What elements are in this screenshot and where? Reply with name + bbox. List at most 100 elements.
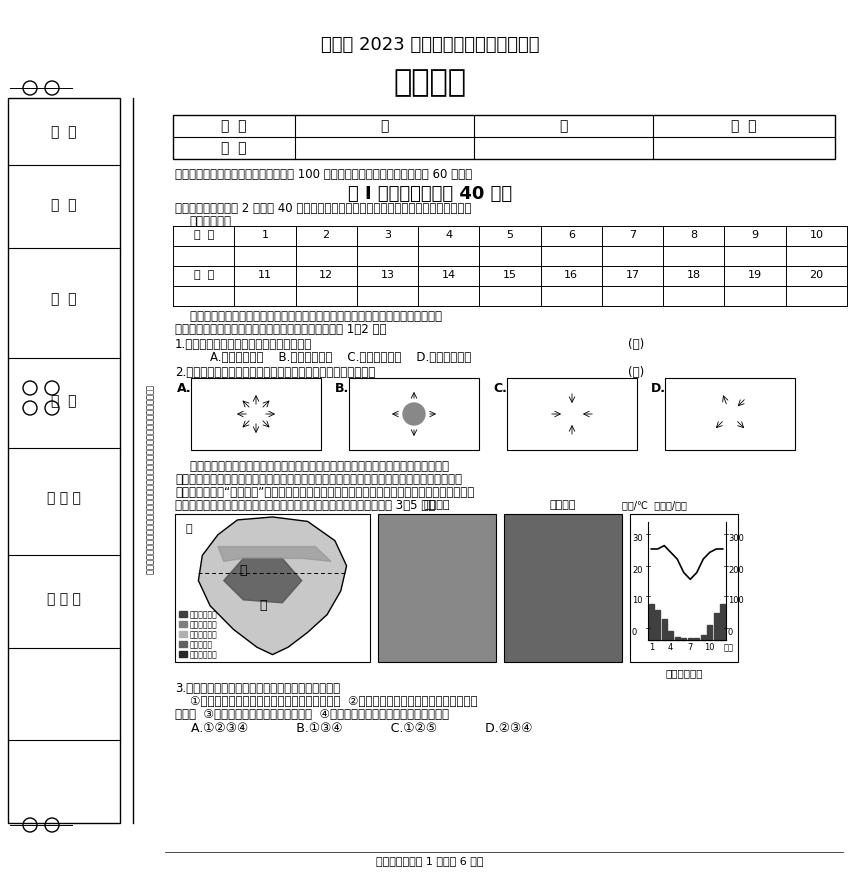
Text: 月份: 月份 [724,643,734,652]
Text: 地中海气候: 地中海气候 [190,640,213,649]
Bar [630,514,738,662]
Text: D.: D. [651,382,666,395]
Text: 气温/℃  降水量/毫米: 气温/℃ 降水量/毫米 [622,500,687,510]
Text: 猴面包树是非洲大陆常见的热带落叶乔木。湿季时，利用自己粗大的身躯和松软的木: 猴面包树是非洲大陆常见的热带落叶乔木。湿季时，利用自己粗大的身躯和松软的木 [175,460,449,473]
Text: 100: 100 [728,597,744,605]
Text: 4: 4 [445,230,452,240]
Bar [191,378,321,450]
Text: 15: 15 [503,270,517,280]
Text: 14: 14 [442,270,456,280]
Text: 10: 10 [809,230,823,240]
Text: 温少雨  ③猴面包树能适应高温干旱的环境  ④猴面树可为非洲人提供食物和淡水资源: 温少雨 ③猴面包树能适应高温干旱的环境 ④猴面树可为非洲人提供食物和淡水资源 [175,708,449,721]
Text: 热带雨林气候: 热带雨林气候 [190,610,218,619]
Text: 龙山县 2023 年春季七年级期末质量检测: 龙山县 2023 年春季七年级期末质量检测 [321,36,539,54]
Text: 乙: 乙 [239,564,247,576]
Text: 8: 8 [691,230,697,240]
Text: A.①②③④            B.①③④            C.①②⑤            D.②③④: A.①②③④ B.①③④ C.①②⑤ D.②③④ [175,722,532,735]
Text: 一、选择题（每小题 2 分，共 40 分。每小题只有一个正确答案，请将正确答案序号填入下: 一、选择题（每小题 2 分，共 40 分。每小题只有一个正确答案，请将正确答案序… [175,202,471,215]
Text: 表对应位置）: 表对应位置） [189,215,231,228]
Bar [649,604,654,640]
Text: 7: 7 [687,643,693,652]
Text: 题  号: 题 号 [222,119,247,133]
Text: 考 室 号: 考 室 号 [47,491,81,505]
Text: 16: 16 [564,270,578,280]
Text: 0: 0 [728,628,734,637]
Bar [179,651,187,657]
Text: 座 位 号: 座 位 号 [47,592,81,606]
Text: 1: 1 [648,643,654,652]
Bar [675,637,679,640]
Text: 200: 200 [728,566,744,575]
Bar [688,639,692,640]
Text: C.: C. [493,382,507,395]
Bar [179,631,187,637]
Text: (　): ( ) [628,366,644,379]
Text: 高山高原气候: 高山高原气候 [190,650,218,659]
Text: A.西部高东部低    B.四周高中部低    C.中部高四周低    D.南部高北部低: A.西部高东部低 B.四周高中部低 C.中部高四周低 D.南部高北部低 [195,351,471,364]
Bar [655,610,660,640]
Text: 30: 30 [632,534,642,543]
Text: 12: 12 [319,270,333,280]
Bar [507,378,637,450]
Bar [708,625,712,640]
Text: 二: 二 [559,119,568,133]
Text: 一: 一 [381,119,389,133]
Text: 6: 6 [568,230,574,240]
Text: 热带草原气候: 热带草原气候 [190,620,218,629]
Bar [179,621,187,627]
Text: 班  级: 班 级 [52,292,77,306]
Text: 七年级地理试卷 1 页（共 6 页）: 七年级地理试卷 1 页（共 6 页） [377,856,483,866]
Text: 2: 2 [322,230,329,240]
Text: 姓  名: 姓 名 [52,198,77,212]
Text: 10: 10 [632,597,642,605]
Text: ①猴面包树生长地全年高温，降水分干、湿两季  ②猴面包树生长地夏季高温多雨，冬季低: ①猴面包树生长地全年高温，降水分干、湿两季 ②猴面包树生长地夏季高温多雨，冬季低 [175,695,477,708]
Bar [173,115,835,159]
Text: 干季景观: 干季景观 [550,500,576,510]
Text: 3: 3 [384,230,391,240]
Text: 9: 9 [752,230,759,240]
Text: 300: 300 [728,534,744,543]
Text: 考  号: 考 号 [52,394,77,408]
Text: 西: 西 [185,524,192,534]
Polygon shape [224,559,302,603]
Text: 2.水往低处流，下列示意图中能正确反映亚洲多数河流流向的是: 2.水往低处流，下列示意图中能正确反映亚洲多数河流流向的是 [175,366,375,379]
Text: 中部的山地和高原，向四周分流。请结合图文材料完成 1～2 题。: 中部的山地和高原，向四周分流。请结合图文材料完成 1～2 题。 [175,323,386,336]
Circle shape [403,403,425,425]
Text: 季。下图为非洲气候分布图、猴面包树及生长地气候统计图。据此完成 3～5 题。: 季。下图为非洲气候分布图、猴面包树及生长地气候统计图。据此完成 3～5 题。 [175,499,435,512]
Text: 甲: 甲 [259,599,267,612]
Bar [179,611,187,617]
Text: 第 I 卷（选择题，共 40 分）: 第 I 卷（选择题，共 40 分） [348,185,512,203]
Bar [349,378,479,450]
Text: 总  分: 总 分 [731,119,757,133]
Text: 亚洲广阔的地域和中间高四周低的地势，形成了众多的大河。这些大河一般发源于: 亚洲广阔的地域和中间高四周低的地势，形成了众多的大河。这些大河一般发源于 [175,310,442,323]
Text: 19: 19 [748,270,762,280]
Text: 0: 0 [632,628,637,637]
Text: 热带沙漠气候: 热带沙漠气候 [190,630,218,639]
Bar [175,514,370,662]
Text: 题  号: 题 号 [194,270,214,280]
Text: 得  分: 得 分 [222,141,247,155]
Text: 17: 17 [625,270,640,280]
Bar [668,631,673,640]
Bar [665,378,795,450]
Text: 请勿在本栏填写，考生姓名、考号填写在答卷正面规定的地方，将本卷卷面保持整洁。: 请勿在本栏填写，考生姓名、考号填写在答卷正面规定的地方，将本卷卷面保持整洁。 [144,385,153,575]
Text: 质代替根系，大量吸收并贮存水分，发芽开花；干季时，为了减少水分蕲发，树叶脱落。猴面: 质代替根系，大量吸收并贮存水分，发芽开花；干季时，为了减少水分蕲发，树叶脱落。猴… [175,473,462,486]
Text: 考生注意：本试卷共有两道大题，满分 100 分，地理与生物学同堂考试，时量 60 分钟。: 考生注意：本试卷共有两道大题，满分 100 分，地理与生物学同堂考试，时量 60… [175,168,472,181]
Bar [714,612,718,640]
Bar [504,514,622,662]
Text: 5: 5 [507,230,513,240]
Text: 题  号: 题 号 [194,230,214,240]
Text: 地理试卷: 地理试卷 [394,68,466,97]
Text: 湿季景观: 湿季景观 [424,500,451,510]
Text: 1.上述文字材料中所述亚洲地势最著特征是: 1.上述文字材料中所述亚洲地势最著特征是 [175,338,312,351]
Text: 20: 20 [632,566,642,575]
Text: 10: 10 [704,643,715,652]
Text: 18: 18 [687,270,701,280]
Bar [8,98,120,823]
Text: 3.关于猴面包树及其生长环境特点的描述，正确的是: 3.关于猴面包树及其生长环境特点的描述，正确的是 [175,682,340,695]
Text: 20: 20 [809,270,823,280]
Polygon shape [199,517,347,655]
Bar [681,639,686,640]
Bar [701,635,705,640]
Bar [721,604,725,640]
